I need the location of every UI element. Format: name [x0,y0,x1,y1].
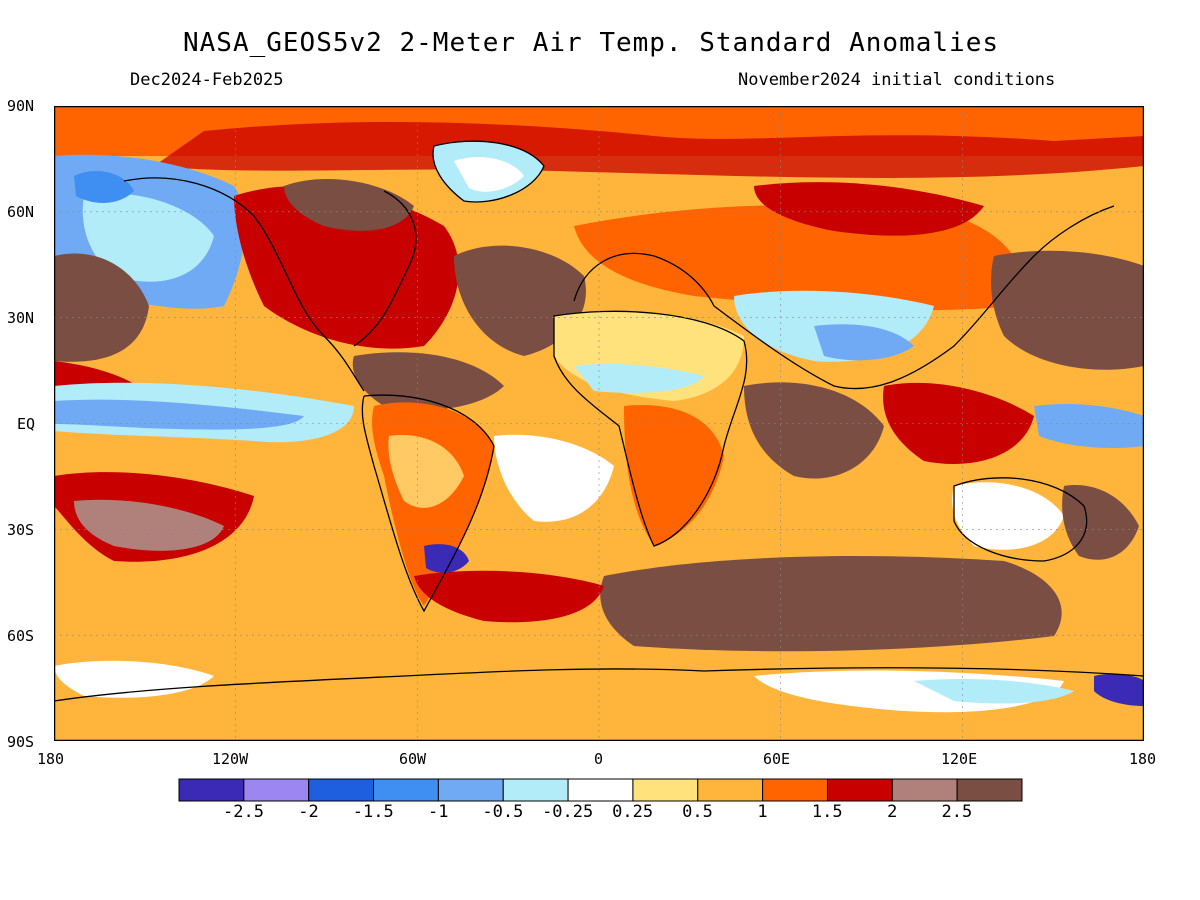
colorbar-label: -0.25 [542,802,594,822]
lat-tick-eq: EQ [17,415,36,433]
coastline-north-america [123,177,365,392]
colorbar-label: -2.5 [223,802,264,822]
anomaly-map [54,106,1144,741]
colorbar-swatch-12 [956,778,1023,802]
colorbar-label: -0.5 [482,802,524,822]
siberia-hot [754,182,984,236]
lon-tick-180w: 180 [37,750,65,768]
colorbar-label: 0.5 [682,802,713,822]
south-atlantic-white [494,434,614,522]
lat-tick-30n: 30N [7,309,35,327]
colorbar-label: -1 [427,802,449,822]
tibet-cold [814,324,914,361]
south-atlantic-cold [424,544,469,573]
coastline-africa [553,310,748,547]
west-pacific-cool [1034,404,1144,448]
map-title: NASA_GEOS5v2 2-Meter Air Temp. Standard … [182,28,999,58]
colorbar-label: 2.5 [941,802,973,822]
lat-tick-60n: 60N [7,203,35,221]
antarctic-cold-core [1094,673,1144,706]
colorbar [178,778,1023,802]
coastline-north-america-east [353,190,417,347]
colorbar-swatch-1 [243,778,310,802]
lon-tick-120w: 120W [212,750,249,768]
colorbar-swatch-3 [373,778,439,802]
lat-tick-90n: 90N [7,97,35,115]
central-africa-warm [624,405,724,546]
coastline-australia [953,477,1088,562]
canada-very-hot [284,178,414,231]
lat-tick-60s: 60S [7,627,35,645]
alaska-cool-region [82,193,214,282]
colorbar-swatch-0 [178,778,245,802]
lat-tick-90s: 90S [7,733,35,751]
colorbar-label: -2 [298,802,319,822]
colorbar-swatch-11 [891,778,958,802]
colorbar-swatch-10 [826,778,893,802]
colorbar-label: -1.5 [352,802,394,822]
south-america-mixed [388,435,464,508]
colorbar-swatch-6 [567,778,634,802]
anomaly-map-canvas [54,106,1144,741]
greenland-white-patch [454,156,524,192]
coastline-asia [713,205,1115,390]
graticule [54,106,1144,741]
colorbar-label: 2 [887,802,898,822]
equatorial-pacific-cold [54,399,304,430]
southern-ocean-hot [414,570,604,623]
forecast-period: Dec2024-Feb2025 [130,70,284,90]
maritime-hot [883,382,1034,464]
north-pacific-very-hot [54,253,149,362]
sahel-cool [574,364,704,393]
colorbar-swatch-9 [762,778,828,802]
lon-tick-180e: 180 [1129,750,1157,768]
coastline-europe [573,252,715,307]
map-frame [54,106,1144,741]
lon-tick-120e: 120E [941,750,978,768]
alaska-blue-core [74,171,134,203]
north-pacific-west-very-hot [991,250,1144,370]
colorbar-label: 1 [757,802,768,822]
antarctic-cool [914,679,1074,704]
coastline-greenland [432,140,545,203]
colorbar-swatch-8 [697,778,764,802]
coastlines [54,140,1144,702]
lon-tick-0: 0 [594,750,604,768]
south-pacific-very-hot [74,499,224,551]
colorbar-swatch-5 [502,778,569,802]
north-atlantic-very-hot [454,245,586,356]
lon-tick-60e: 60E [763,750,791,768]
colorbar-swatch-2 [308,778,375,802]
colorbar-label: 0.25 [612,802,654,822]
lat-tick-30s: 30S [7,521,35,539]
southern-ocean-very-hot [600,556,1062,652]
australia-white [952,482,1064,550]
coastline-antarctica [54,667,1144,702]
colorbar-label: 1.5 [811,802,843,822]
arctic-hot-patch [154,121,1144,178]
north-america-hot [234,186,459,349]
initial-conditions: November2024 initial conditions [738,70,1056,90]
colorbar-swatch-4 [437,778,504,802]
indian-ocean-very-hot [744,382,884,479]
lon-tick-60w: 60W [399,750,427,768]
coastline-south-america [361,394,495,613]
colorbar-swatch-7 [632,778,699,802]
